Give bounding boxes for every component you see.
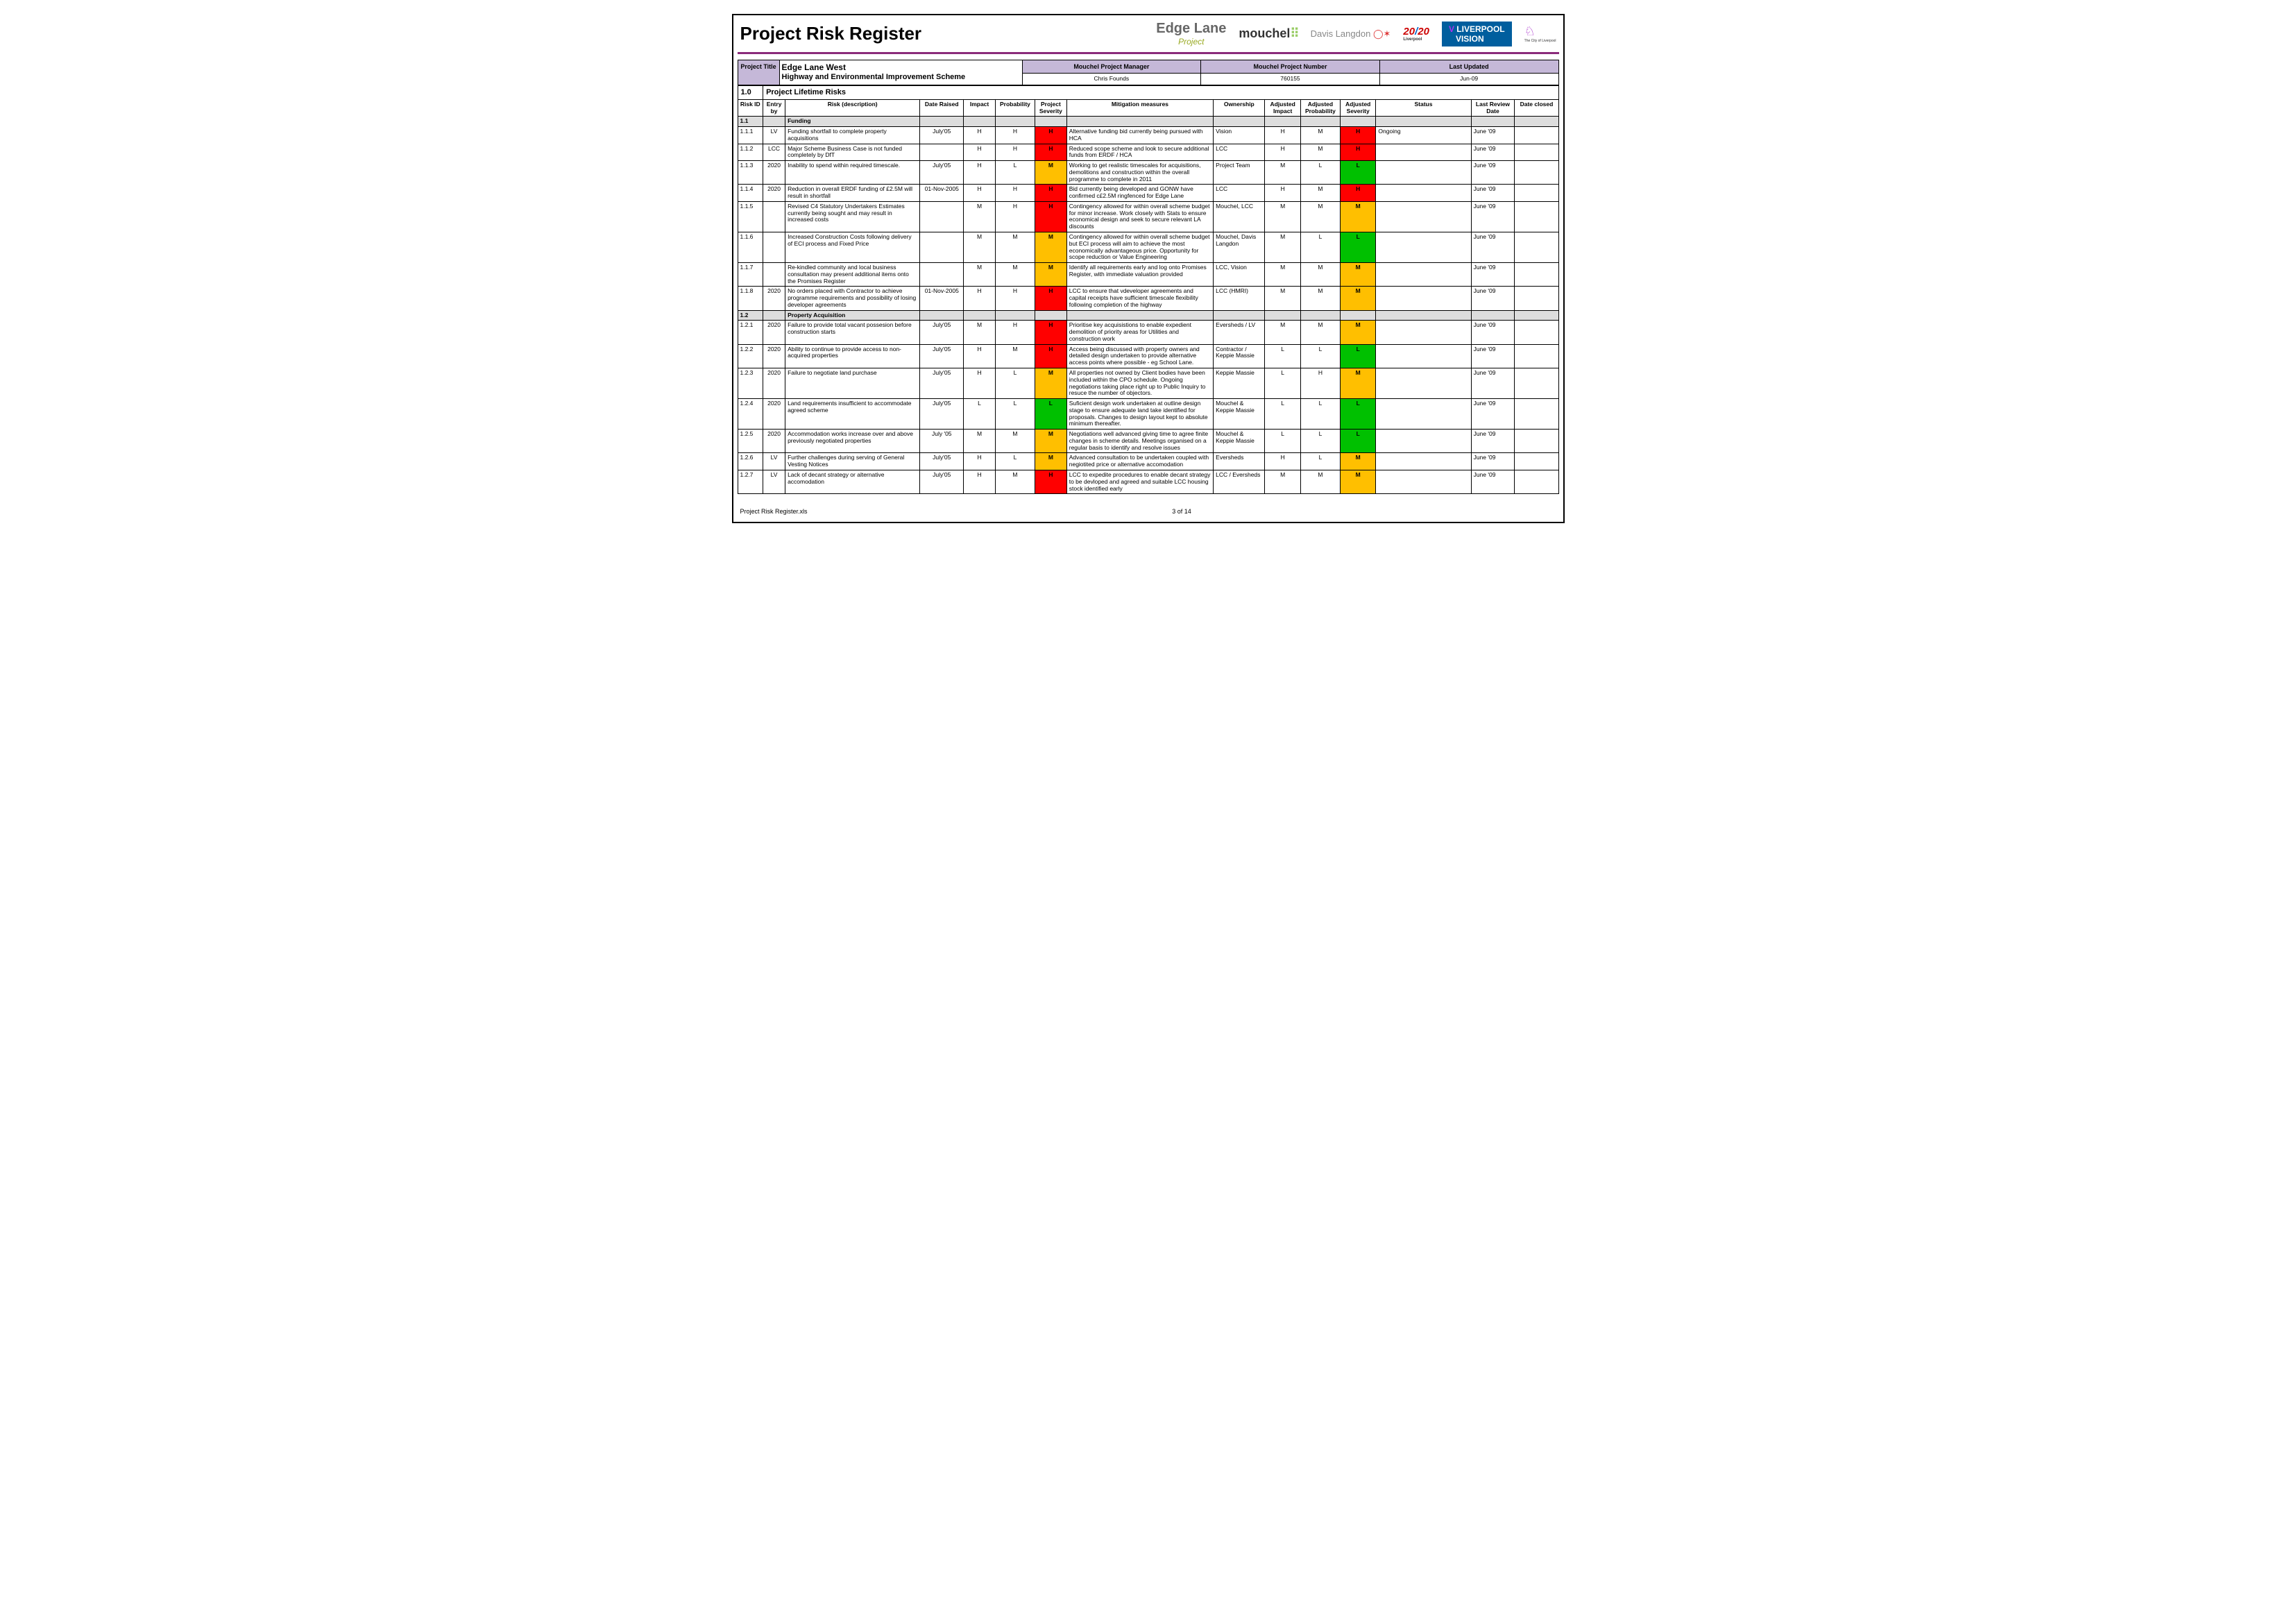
- col-header: Risk ID: [738, 99, 763, 117]
- header-bar: Project Risk Register Edge Lane Project …: [738, 19, 1559, 52]
- pm-value: Chris Founds: [1022, 74, 1201, 85]
- risk-row: 1.2.6LVFurther challenges during serving…: [738, 453, 1558, 470]
- col-header: Mitigation measures: [1066, 99, 1213, 117]
- edge-lane-logo: Edge Lane Project: [1156, 21, 1226, 46]
- project-title-label: Project Title: [738, 60, 779, 85]
- lu-label: Last Updated: [1379, 60, 1558, 74]
- mouchel-logo: mouchel⠿: [1239, 26, 1298, 41]
- risk-row: 1.1.82020No orders placed with Contracto…: [738, 287, 1558, 310]
- col-header: Adjusted Severity: [1341, 99, 1376, 117]
- col-header: Ownership: [1214, 99, 1265, 117]
- risk-body: 1.1Funding1.1.1LVFunding shortfall to co…: [738, 117, 1558, 494]
- col-header: Entry by: [763, 99, 785, 117]
- lu-value: Jun-09: [1379, 74, 1558, 85]
- col-header: Adjusted Impact: [1265, 99, 1300, 117]
- risk-row: 1.2.52020Accommodation works increase ov…: [738, 430, 1558, 453]
- footer: Project Risk Register.xls 3 of 14: [740, 508, 1556, 515]
- meta-header-row: Project Title Edge Lane West Highway and…: [738, 60, 1558, 74]
- logo-strip: Edge Lane Project mouchel⠿ Davis Langdon…: [1156, 21, 1556, 46]
- meta-table: Project Title Edge Lane West Highway and…: [738, 60, 1559, 85]
- project-title-cell: Edge Lane West Highway and Environmental…: [779, 60, 1022, 85]
- pn-label: Mouchel Project Number: [1201, 60, 1380, 74]
- col-header: Status: [1376, 99, 1471, 117]
- col-header: Adjusted Probability: [1300, 99, 1340, 117]
- col-header: Date Raised: [920, 99, 964, 117]
- davis-langdon-logo: Davis Langdon ◯✶: [1311, 28, 1391, 40]
- divider: [738, 52, 1559, 54]
- risk-row: 1.1.5Revised C4 Statutory Undertakers Es…: [738, 201, 1558, 232]
- risk-row: 1.1.6Increased Construction Costs follow…: [738, 232, 1558, 263]
- col-header: Probability: [995, 99, 1035, 117]
- risk-row: 1.1.42020Reduction in overall ERDF fundi…: [738, 185, 1558, 202]
- pn-value: 760155: [1201, 74, 1380, 85]
- risk-row: 1.2.7LVLack of decant strategy or altern…: [738, 470, 1558, 493]
- risk-row: 1.1.7Re-kindled community and local busi…: [738, 263, 1558, 287]
- footer-left: Project Risk Register.xls: [740, 508, 808, 515]
- 2020-logo: 20/20Liverpool: [1403, 26, 1429, 42]
- risk-row: 1.2.32020Failure to negotiate land purch…: [738, 368, 1558, 399]
- risk-row: 1.2.12020Failure to provide total vacant…: [738, 321, 1558, 344]
- liverpool-vision-logo: V LIVERPOOL VISION: [1442, 22, 1512, 46]
- pm-label: Mouchel Project Manager: [1022, 60, 1201, 74]
- risk-row: 1.1.1LVFunding shortfall to complete pro…: [738, 127, 1558, 144]
- city-logo: ♘The City of Liverpool: [1524, 24, 1556, 43]
- page: Project Risk Register Edge Lane Project …: [732, 14, 1565, 523]
- section-row: 1.0 Project Lifetime Risks: [738, 85, 1558, 99]
- risk-row: 1.2.42020Land requirements insufficient …: [738, 399, 1558, 430]
- risk-table: 1.0 Project Lifetime Risks Risk IDEntry …: [738, 85, 1559, 494]
- risk-row: 1.1.2LCCMajor Scheme Business Case is no…: [738, 144, 1558, 161]
- col-header: Impact: [964, 99, 996, 117]
- col-header: Date closed: [1515, 99, 1558, 117]
- category-row: 1.1Funding: [738, 117, 1558, 127]
- column-header-row: Risk IDEntry byRisk (description)Date Ra…: [738, 99, 1558, 117]
- category-row: 1.2Property Acquisition: [738, 310, 1558, 321]
- col-header: Project Severity: [1035, 99, 1067, 117]
- risk-row: 1.1.32020Inability to spend within requi…: [738, 161, 1558, 185]
- risk-row: 1.2.22020Ability to continue to provide …: [738, 344, 1558, 368]
- col-header: Last Review Date: [1471, 99, 1515, 117]
- col-header: Risk (description): [785, 99, 920, 117]
- doc-title: Project Risk Register: [740, 23, 922, 44]
- footer-center: 3 of 14: [1172, 508, 1191, 515]
